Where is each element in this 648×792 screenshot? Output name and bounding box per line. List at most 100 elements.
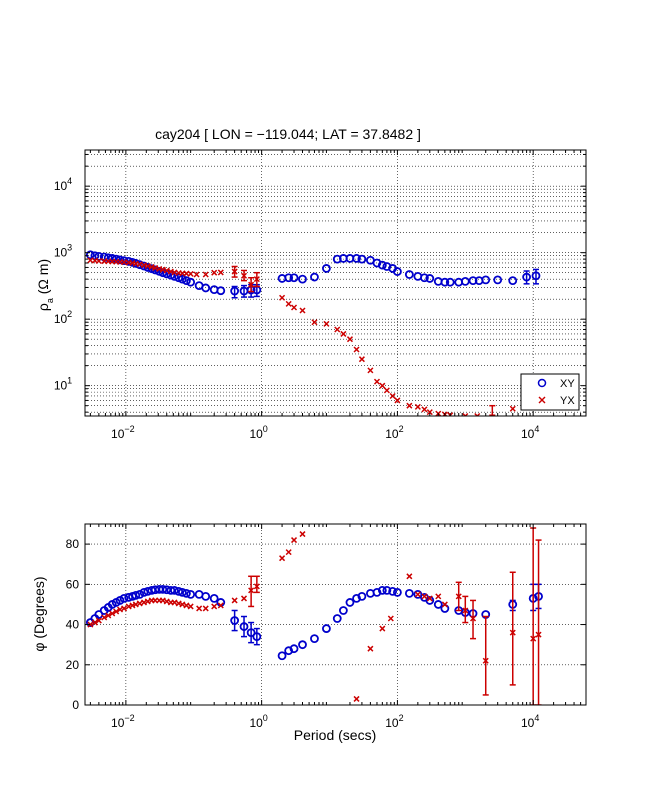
- yx-point-stroke: [183, 602, 190, 609]
- yx-point: [240, 595, 248, 602]
- x-tick-label-exponent: 2: [399, 424, 404, 434]
- xy-point: [404, 270, 414, 279]
- yx-point-stroke: [132, 601, 139, 608]
- x-tick-label-base: 10: [385, 716, 399, 730]
- yx-point: [113, 608, 120, 615]
- yx-point-stroke: [340, 330, 347, 337]
- xy-point: [182, 276, 191, 286]
- xy-point: [433, 600, 443, 609]
- yx-point: [279, 294, 286, 301]
- xy-point: [90, 251, 100, 261]
- x-tick-label: 10−2: [111, 713, 135, 730]
- yx-point: [163, 267, 170, 274]
- xy-point: [393, 267, 402, 276]
- xy-point: [135, 589, 145, 599]
- xy-point: [252, 632, 262, 642]
- xy-point: [332, 614, 342, 623]
- yx-point-stroke: [91, 619, 98, 626]
- y-axis-label-top: ρa (Ω m): [35, 259, 55, 311]
- marks-clipped: [85, 527, 543, 705]
- xy-point: [493, 275, 503, 285]
- yx-point-stroke: [290, 304, 298, 311]
- yx-point-stroke: [253, 583, 260, 590]
- y-tick-label-exponent: 4: [67, 176, 72, 186]
- x-tick-label-exponent: 4: [534, 713, 539, 723]
- yx-point: [95, 617, 102, 624]
- yx-point-stroke: [285, 300, 292, 307]
- xy-point: [284, 646, 294, 656]
- yx-point-stroke: [535, 631, 542, 638]
- legend-box: [520, 373, 580, 411]
- x-tick-label-base: 10: [385, 427, 399, 441]
- y-tick-label: 102: [54, 309, 72, 326]
- yx-point-stroke: [217, 269, 224, 276]
- yx-point-stroke: [346, 336, 353, 343]
- yx-point: [441, 601, 448, 608]
- grid-top: [85, 150, 586, 416]
- xy-point: [277, 651, 287, 661]
- yx-point: [231, 268, 238, 275]
- xy-point: [158, 584, 168, 594]
- yx-point: [105, 612, 112, 619]
- x-tick-label-exponent: 2: [399, 713, 404, 723]
- yx-point: [358, 356, 365, 363]
- xy-point: [216, 286, 226, 296]
- yx-point-stroke: [509, 405, 516, 412]
- yx-point-stroke: [353, 695, 360, 702]
- yx-point: [299, 531, 306, 538]
- yx-point: [87, 621, 94, 628]
- x-tick-label: 104: [521, 713, 539, 730]
- yx-point: [421, 593, 428, 600]
- yx-point: [163, 598, 170, 605]
- yx-point-stroke: [171, 599, 178, 606]
- yx-point: [240, 272, 248, 279]
- x-tick-label-base: 10: [111, 716, 125, 730]
- xy-point: [382, 585, 392, 595]
- y-tick-label: 20: [66, 658, 80, 672]
- yx-point: [217, 602, 224, 609]
- yx-point-stroke: [311, 319, 318, 326]
- yx-point-stroke: [474, 412, 479, 416]
- yx-point-stroke: [279, 294, 286, 301]
- yx-point: [379, 625, 386, 632]
- xy-point: [209, 594, 219, 603]
- yx-point-stroke: [121, 259, 128, 266]
- yx-point-stroke: [125, 603, 132, 610]
- yx-point: [469, 615, 477, 622]
- yx-point-stroke: [462, 607, 469, 614]
- yx-point-stroke: [248, 587, 255, 594]
- yx-point-stroke: [358, 356, 365, 363]
- yx-point-stroke: [113, 608, 120, 615]
- yx-point: [217, 269, 224, 276]
- xy-point: [230, 616, 240, 625]
- yx-point: [193, 271, 200, 278]
- yx-point-stroke: [421, 406, 428, 413]
- yx-point-stroke: [240, 272, 248, 279]
- yx-point: [91, 619, 98, 626]
- yx-point: [183, 602, 190, 609]
- yx-point-stroke: [140, 599, 148, 606]
- yx-point: [202, 271, 209, 278]
- yx-point-stroke: [109, 610, 116, 617]
- yx-point: [421, 406, 428, 413]
- xy-point: [393, 587, 402, 597]
- yx-point: [231, 597, 238, 604]
- legend-yx-marker: [538, 396, 546, 404]
- yx-point-stroke: [383, 387, 390, 394]
- xy-point: [94, 251, 104, 261]
- plot-frame-top: [84, 149, 587, 417]
- legend-xy-label: XY: [560, 378, 575, 390]
- yx-point: [426, 595, 433, 602]
- xy-point: [357, 254, 367, 264]
- xy-point: [440, 277, 450, 287]
- xy-point: [201, 283, 211, 293]
- yx-point-stroke: [509, 629, 516, 636]
- xy-point: [445, 277, 455, 287]
- yx-point-stroke: [217, 602, 224, 609]
- yx-point-stroke: [136, 600, 143, 607]
- yx-point-stroke: [299, 531, 306, 538]
- yx-point-stroke: [367, 645, 374, 652]
- yx-point: [95, 257, 102, 265]
